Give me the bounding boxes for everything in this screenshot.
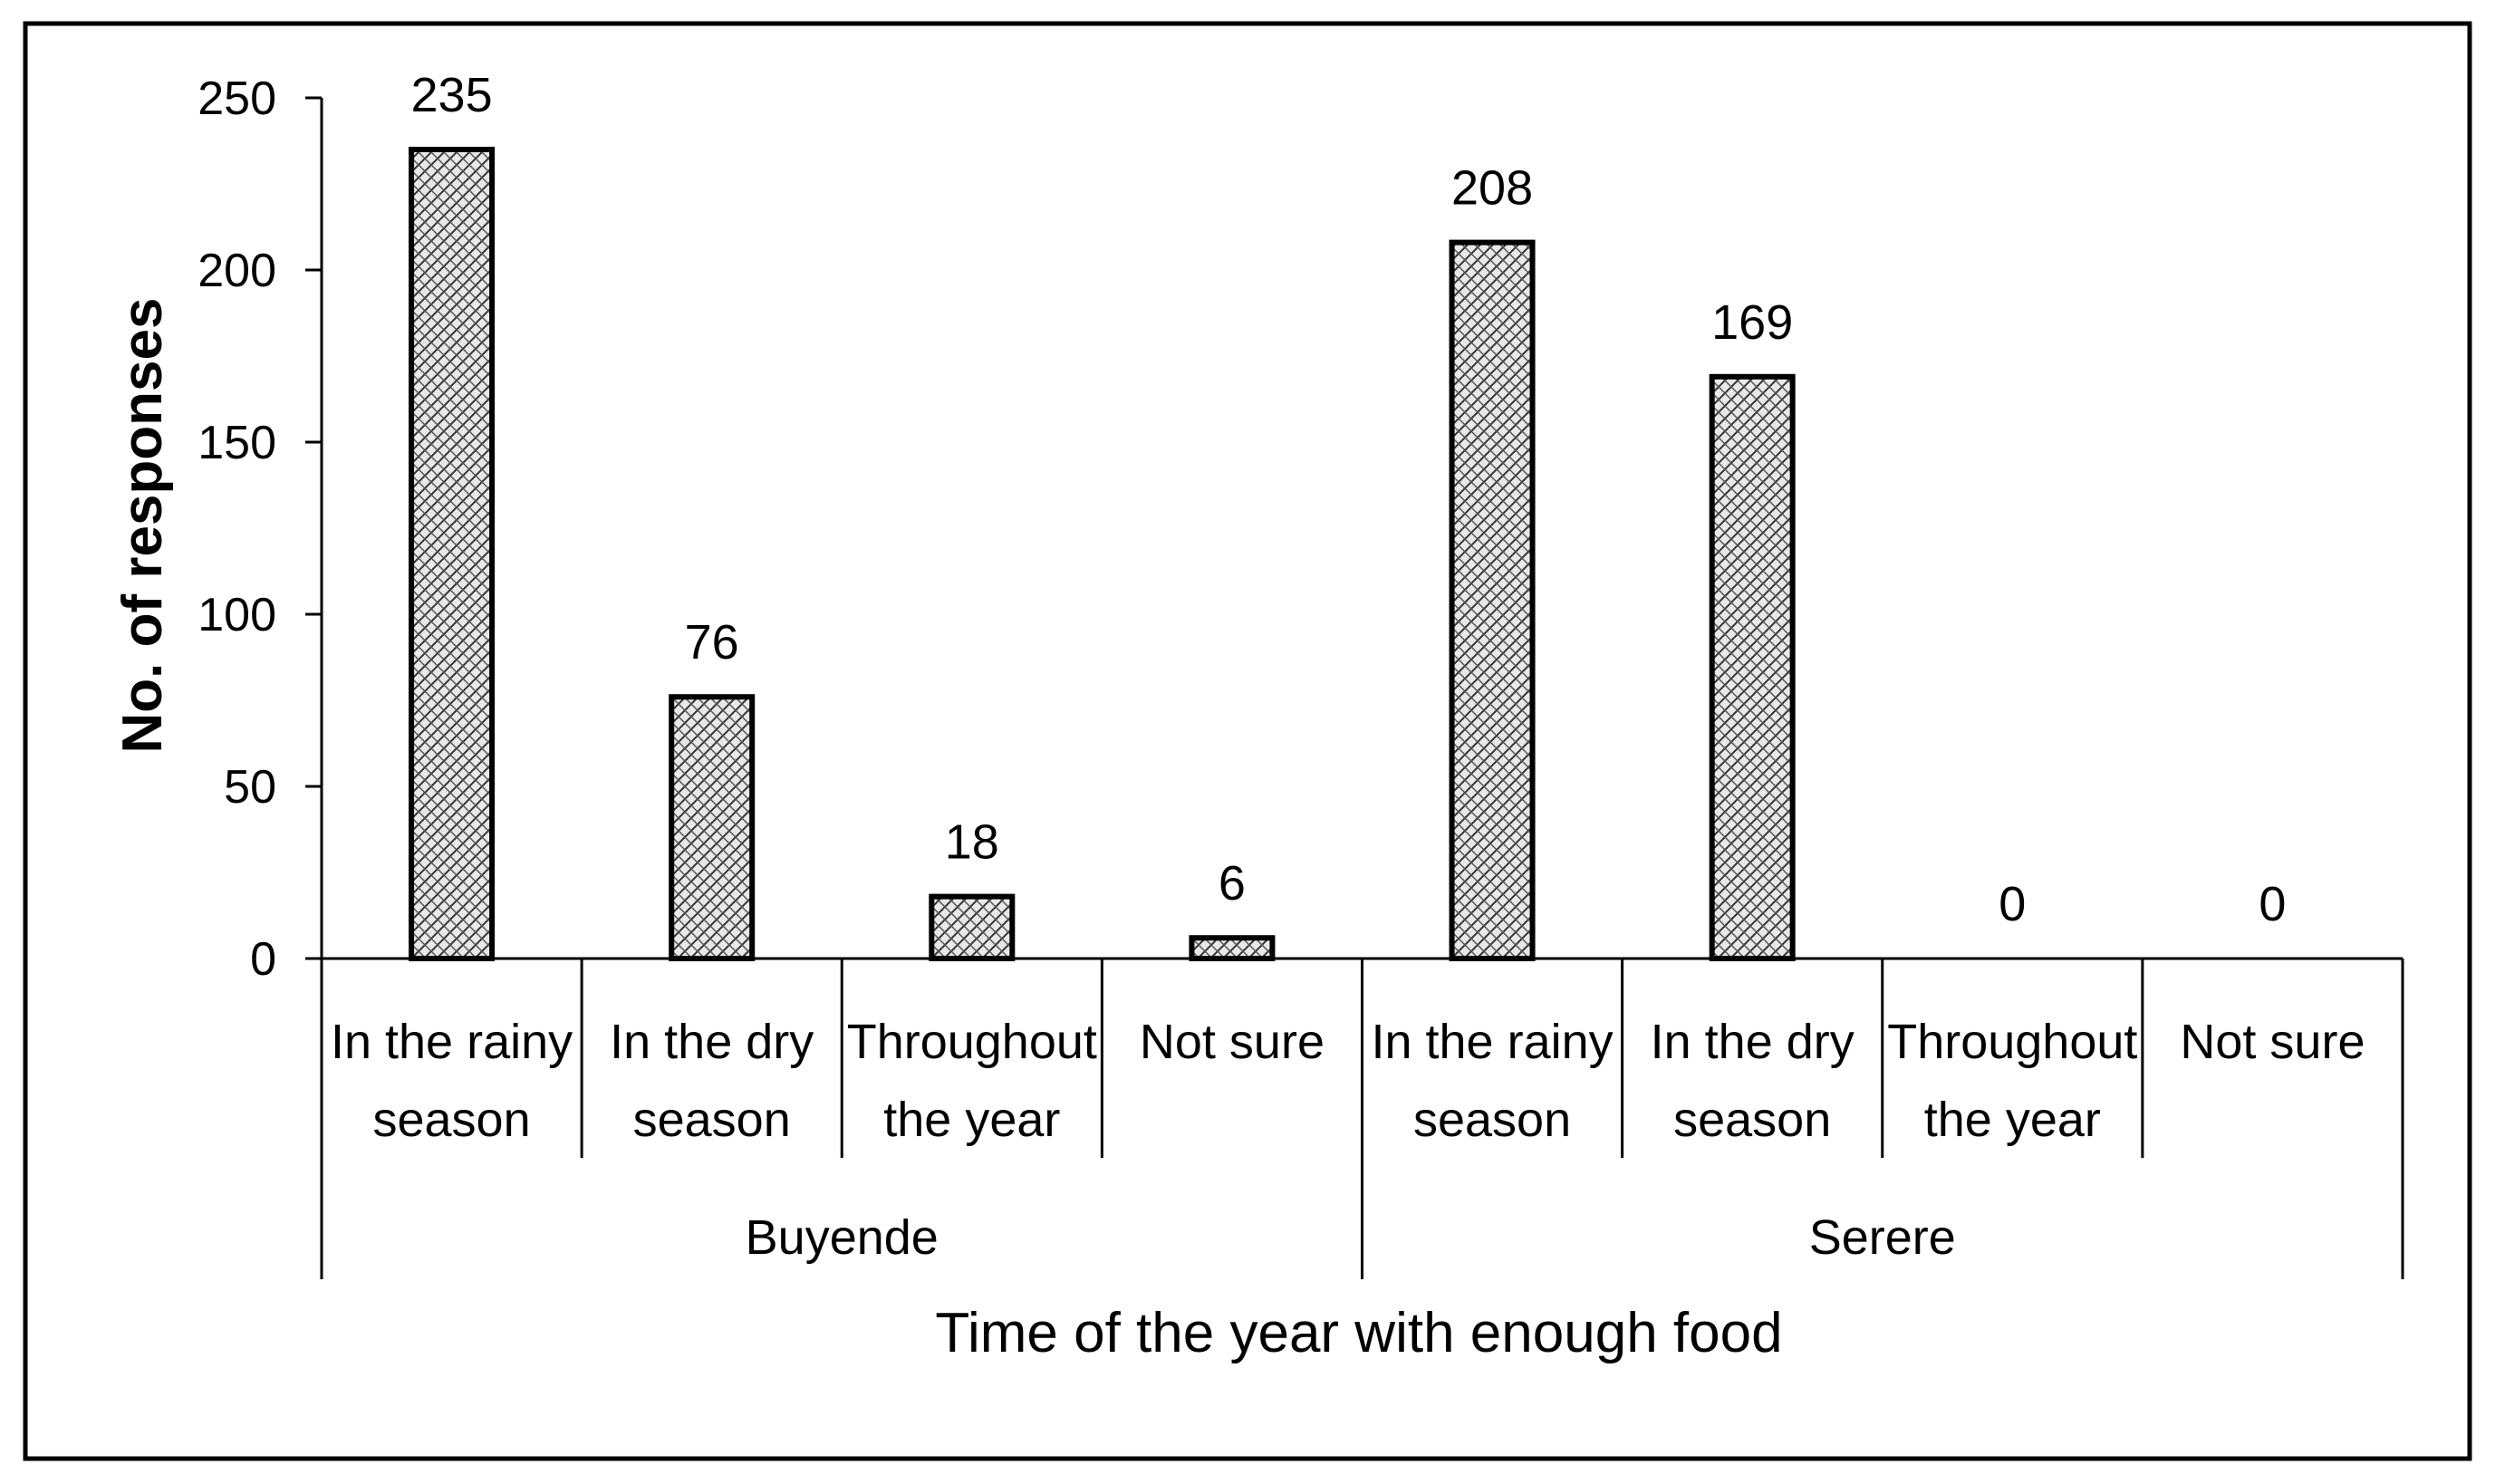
- category-label: Not sure: [1140, 1015, 1325, 1069]
- data-label: 0: [2259, 877, 2286, 931]
- x-axis-title: Time of the year with enough food: [935, 1302, 1782, 1364]
- data-label: 76: [685, 615, 739, 670]
- category-label: the year: [883, 1093, 1060, 1147]
- data-label: 169: [1711, 295, 1793, 350]
- chart-frame: [23, 21, 2472, 1461]
- category-label: In the dry: [1651, 1015, 1854, 1069]
- group-label: Serere: [1809, 1210, 1956, 1265]
- bar: [1449, 239, 1536, 962]
- category-label: Not sure: [2180, 1015, 2365, 1069]
- y-axis-title: No. of responses: [111, 298, 174, 754]
- group-label: Buyende: [746, 1210, 939, 1265]
- category-label: season: [1673, 1093, 1831, 1147]
- data-label: 235: [411, 68, 493, 122]
- data-label: 6: [1219, 856, 1246, 911]
- y-tick-label: 250: [197, 72, 276, 125]
- category-label: season: [633, 1093, 791, 1147]
- category-label: In the rainy: [1371, 1015, 1613, 1069]
- plot-area: 0 50 100 150 200 250 235 In the rainy season 76 In…: [197, 68, 2404, 1279]
- data-label: 0: [1999, 877, 2026, 931]
- data-label: 18: [945, 815, 999, 870]
- y-tick-label: 200: [197, 245, 276, 297]
- bar: [409, 147, 496, 961]
- category-label: Throughout: [1887, 1015, 2137, 1069]
- y-tick-label: 0: [250, 933, 276, 986]
- y-tick-label: 100: [197, 589, 276, 641]
- category-label: In the rainy: [331, 1015, 573, 1069]
- bar: [1709, 373, 1796, 961]
- category-label: the year: [1924, 1093, 2101, 1147]
- bar: [929, 893, 1016, 961]
- category-label: In the dry: [610, 1015, 814, 1069]
- data-label: 208: [1451, 161, 1533, 216]
- category-label: season: [1413, 1093, 1571, 1147]
- category-label: Throughout: [847, 1015, 1097, 1069]
- y-tick-label: 50: [224, 761, 276, 814]
- bar: [1189, 935, 1276, 961]
- bar: [669, 694, 756, 961]
- y-tick-label: 150: [197, 417, 276, 469]
- category-label: season: [372, 1093, 530, 1147]
